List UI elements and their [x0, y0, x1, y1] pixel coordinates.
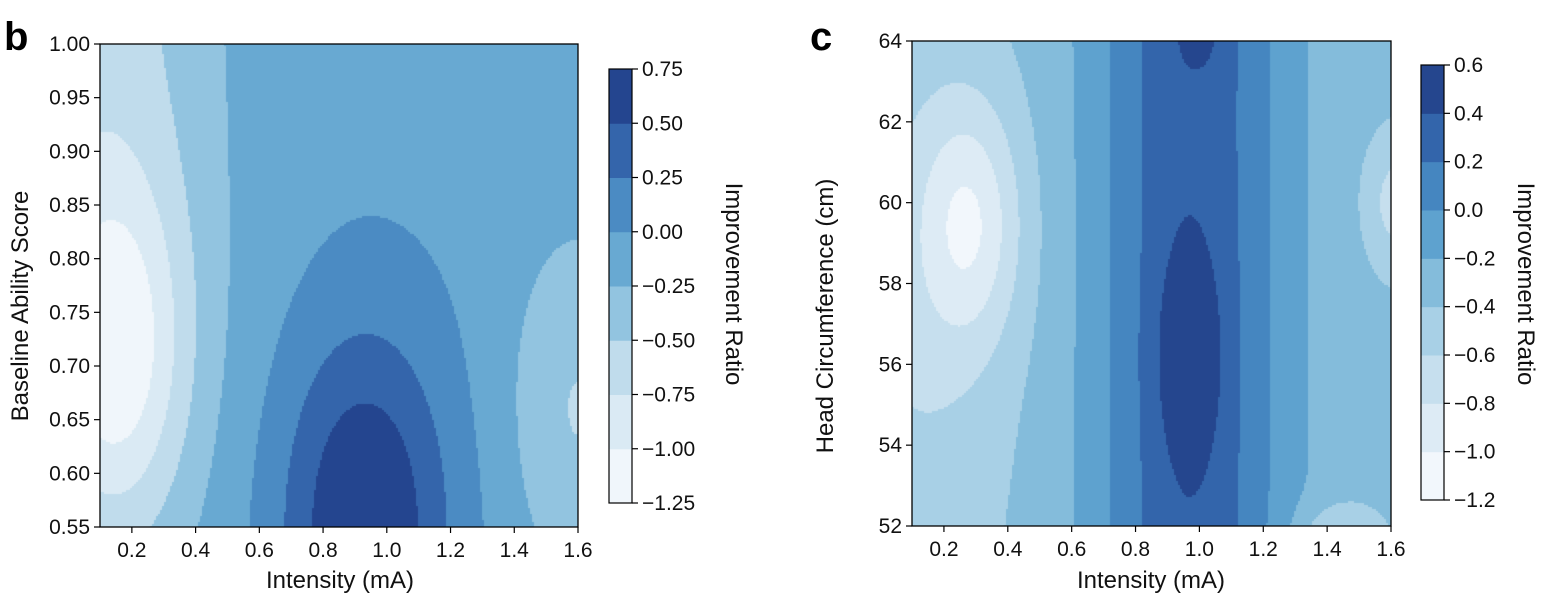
- y-tick-label: 54: [879, 434, 903, 457]
- y-tick-label: 60: [879, 192, 902, 215]
- colorbar-segment: [1421, 210, 1444, 259]
- panel-c: c Head Circumference (cm) Intensity (mA)…: [810, 15, 1539, 594]
- colorbar-tick-label: −0.8: [1454, 392, 1495, 415]
- y-tick-label: 52: [879, 515, 902, 538]
- y-tick-label: 0.95: [49, 87, 90, 110]
- contour-field: [912, 41, 1391, 526]
- x-tick-label: 1.6: [563, 539, 592, 562]
- colorbar-tick-label: 0.50: [642, 112, 683, 135]
- colorbar-tick-label: 0.4: [1454, 102, 1484, 125]
- colorbar-segment: [609, 231, 632, 287]
- x-tick-label: 0.8: [1121, 538, 1150, 561]
- x-tick-label: 0.6: [245, 539, 274, 562]
- colorbar-tick-label: −1.0: [1454, 441, 1495, 464]
- y-tick-label: 0.70: [49, 355, 90, 378]
- y-axis-title: Baseline Ability Score: [7, 191, 34, 422]
- y-tick-label: 0.65: [49, 409, 90, 432]
- x-tick-label: 1.2: [1249, 538, 1278, 561]
- colorbar-tick-label: 0.2: [1454, 151, 1483, 174]
- colorbar-segment: [609, 69, 632, 124]
- x-tick-label: 1.2: [436, 539, 465, 562]
- colorbar-tick-label: −0.4: [1454, 296, 1496, 319]
- colorbar-segment: [609, 286, 632, 341]
- x-axis-title: Intensity (mA): [266, 567, 414, 594]
- colorbar-tick-label: −1.00: [642, 438, 695, 461]
- y-tick-label: 0.60: [49, 462, 90, 485]
- colorbar-tick-label: −0.50: [642, 329, 695, 352]
- x-tick-label: 0.8: [308, 539, 337, 562]
- colorbar-tick-label: −1.2: [1454, 489, 1495, 512]
- colorbar-tick-label: 0.0: [1454, 199, 1483, 222]
- y-tick-label: 0.90: [49, 140, 90, 163]
- x-tick-label: 1.6: [1376, 538, 1405, 561]
- colorbar-segment: [609, 448, 632, 504]
- x-tick-label: 0.6: [1057, 538, 1086, 561]
- colorbar-tick-label: 0.6: [1454, 54, 1483, 77]
- colorbar-segment: [1421, 306, 1444, 356]
- colorbar-tick-label: 0.00: [642, 221, 683, 244]
- y-tick-label: 0.85: [49, 194, 90, 217]
- y-tick-label: 0.75: [49, 301, 90, 324]
- x-axis-title: Intensity (mA): [1077, 567, 1225, 594]
- y-tick-label: 0.55: [49, 516, 90, 539]
- x-tick-label: 1.0: [372, 539, 401, 562]
- colorbar-frame: [1420, 64, 1445, 501]
- colorbar-segment: [609, 123, 632, 178]
- y-axis-title: Head Circumference (cm): [812, 179, 839, 454]
- colorbar-segment: [1421, 113, 1444, 163]
- colorbar-segment: [609, 340, 632, 395]
- colorbar-segment: [1421, 161, 1444, 211]
- panel-letter-b: b: [4, 15, 28, 59]
- y-tick-label: 58: [879, 273, 902, 296]
- colorbar-tick-label: −0.25: [642, 275, 695, 298]
- colorbar-tick-label: 0.25: [642, 167, 683, 190]
- colorbar-title: Improvement Ratio: [720, 183, 747, 386]
- plot-frame: [99, 43, 579, 528]
- x-tick-label: 1.4: [500, 539, 530, 562]
- colorbar-tick-label: −0.2: [1454, 247, 1495, 270]
- y-tick-label: 0.80: [49, 248, 90, 271]
- x-tick-label: 0.2: [929, 538, 958, 561]
- panel-b: b Baseline Ability Score Intensity (mA) …: [4, 15, 747, 594]
- contour-field: [100, 44, 578, 527]
- x-tick-label: 0.2: [117, 539, 146, 562]
- colorbar-tick-label: −0.6: [1454, 344, 1495, 367]
- colorbar-segment: [609, 177, 632, 233]
- colorbar-segment: [1421, 258, 1444, 308]
- colorbar-title: Improvement Ratio: [1512, 183, 1539, 386]
- colorbar-tick-label: −0.75: [642, 384, 695, 407]
- colorbar-segment: [1421, 451, 1444, 501]
- colorbar-tick-label: 0.75: [642, 58, 683, 81]
- x-tick-label: 1.0: [1185, 538, 1214, 561]
- colorbar-segment: [1421, 355, 1444, 404]
- colorbar-segment: [609, 394, 632, 450]
- y-tick-label: 1.00: [49, 33, 90, 56]
- colorbar-segment: [1421, 403, 1444, 453]
- x-tick-label: 0.4: [993, 538, 1023, 561]
- x-tick-label: 1.4: [1313, 538, 1343, 561]
- y-tick-label: 64: [879, 30, 903, 53]
- colorbar-segment: [1421, 65, 1444, 114]
- y-tick-label: 62: [879, 111, 902, 134]
- x-tick-label: 0.4: [181, 539, 211, 562]
- y-tick-label: 56: [879, 353, 902, 376]
- panel-letter-c: c: [810, 15, 832, 59]
- colorbar-tick-label: −1.25: [642, 492, 695, 515]
